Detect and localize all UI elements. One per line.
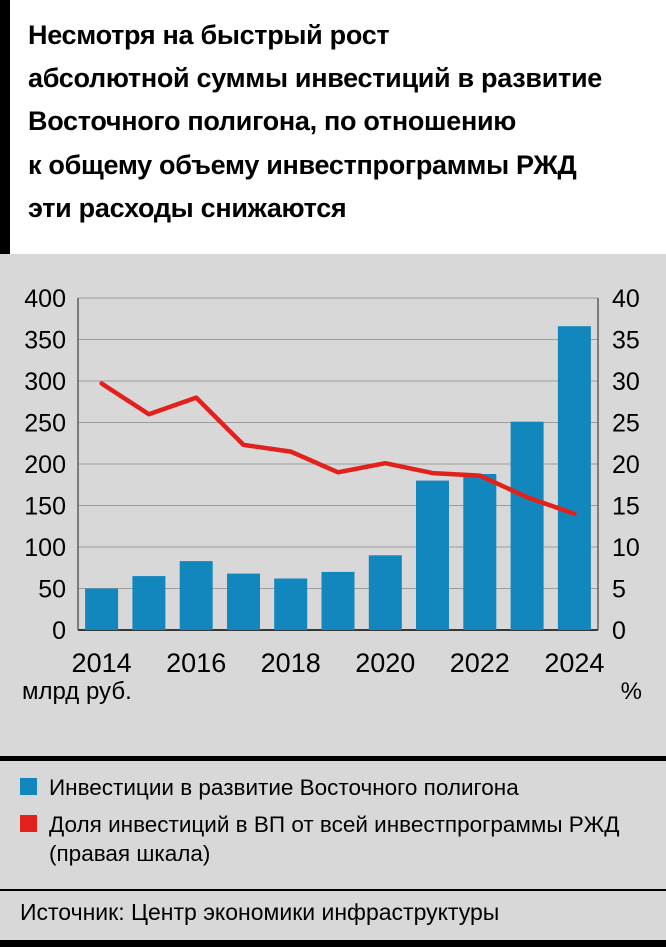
right-axis-unit-label: %: [620, 677, 642, 705]
left-tick-label: 50: [38, 575, 66, 603]
left-tick-label: 150: [24, 492, 66, 520]
source-note: Источник: Центр экономики инфраструктуры: [20, 898, 500, 925]
bar: [416, 480, 449, 630]
combo-chart: 0 50 100 150 200 250 300 350 400 0 5 10 15 20 25 30 35 40…: [24, 285, 640, 678]
bar: [227, 573, 260, 630]
x-tick-label: 2016: [166, 648, 226, 678]
axis-units-row: млрд руб. %: [0, 678, 666, 706]
legend-item-share: Доля инвестиций в ВП от всей инвестпрогр…: [20, 811, 646, 868]
left-tick-label: 200: [24, 451, 66, 479]
right-tick-label: 35: [612, 326, 640, 354]
bar: [321, 571, 355, 630]
headline-block: Несмотря на быстрый рост абсолютной сумм…: [0, 0, 666, 254]
left-tick-label: 0: [52, 617, 66, 645]
divider-thick: [0, 755, 666, 761]
bar: [510, 421, 544, 630]
bar: [274, 578, 308, 630]
bar: [85, 588, 119, 630]
legend-swatch-line-series: [20, 815, 37, 833]
page-title: Несмотря на быстрый рост абсолютной сумм…: [28, 20, 602, 223]
legend-swatch-bar-series: [20, 777, 37, 795]
left-tick-label: 100: [24, 534, 66, 562]
bar: [132, 576, 166, 630]
right-tick-label: 10: [612, 534, 640, 562]
right-tick-label: 40: [612, 285, 640, 313]
right-tick-label: 0: [612, 617, 626, 645]
bottom-bar: [0, 940, 666, 947]
right-tick-label: 15: [612, 492, 640, 520]
right-tick-label: 5: [612, 575, 626, 603]
legend-label: Инвестиции в развитие Восточного полигон…: [49, 774, 519, 800]
x-tick-label: 2018: [261, 648, 321, 678]
x-tick-label: 2020: [355, 648, 415, 678]
bar: [463, 473, 497, 630]
left-tick-label: 300: [24, 368, 66, 396]
x-tick-label: 2014: [72, 648, 132, 678]
bar: [557, 326, 591, 630]
right-tick-label: 25: [612, 409, 640, 437]
right-tick-label: 20: [612, 451, 640, 479]
left-tick-label: 400: [24, 285, 66, 313]
x-tick-label: 2022: [450, 648, 510, 678]
left-tick-label: 250: [24, 409, 66, 437]
left-axis-unit-label: млрд руб.: [22, 677, 132, 705]
bar: [368, 555, 402, 630]
legend-item-investments: Инвестиции в развитие Восточного полигон…: [20, 774, 646, 802]
right-tick-label: 30: [612, 368, 640, 396]
bar: [179, 561, 213, 630]
chart-section: 0 50 100 150 200 250 300 350 400 0 5 10 15 20 25 30 35 40…: [0, 254, 666, 706]
trend-line: [99, 381, 577, 516]
x-tick-label: 2024: [544, 648, 604, 678]
legend-label: Доля инвестиций в ВП от всей инвестпрогр…: [49, 812, 620, 866]
divider-thin: [0, 888, 666, 891]
left-tick-label: 350: [24, 326, 66, 354]
legend: Инвестиции в развитие Восточного полигон…: [0, 761, 666, 883]
